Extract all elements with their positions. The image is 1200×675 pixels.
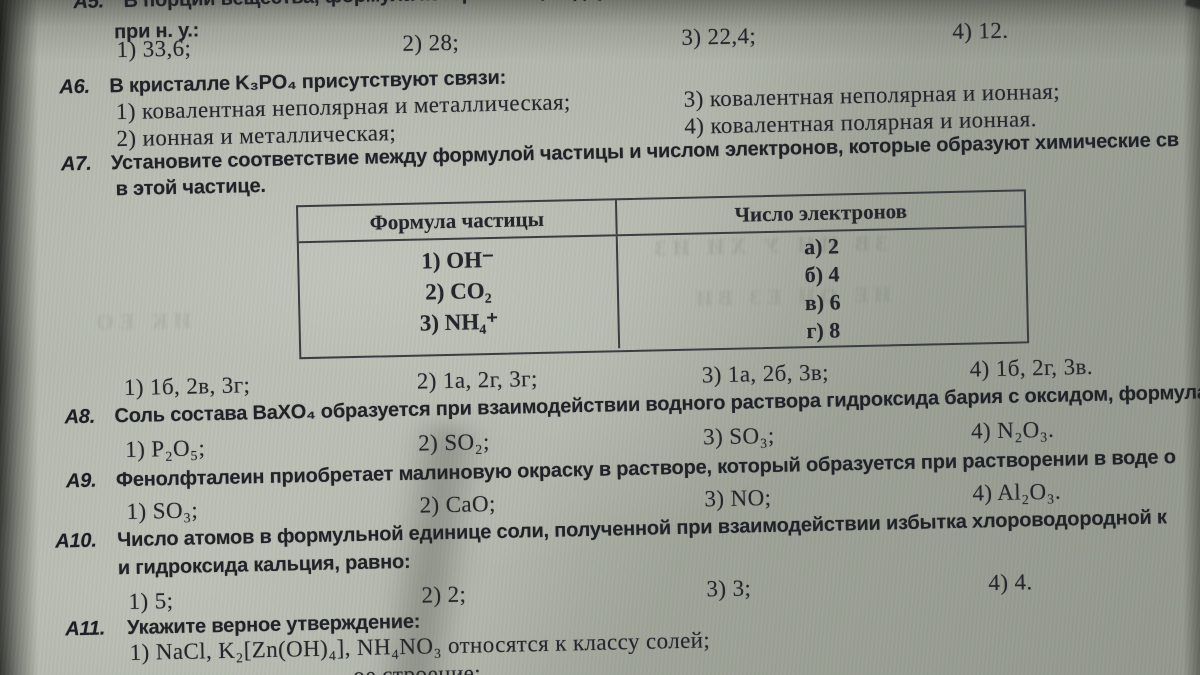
a5-option-1: 1) 33,6; xyxy=(116,35,192,63)
a5-option-3: 3) 22,4; xyxy=(681,23,757,50)
question-a10-stem-text: Число атомов в формульной единице соли, … xyxy=(117,506,1167,552)
a9-option-4: 4) Al₂O₃. xyxy=(972,478,1062,506)
question-a7-stem-line2: в этой частице. xyxy=(115,174,266,201)
table-formula-cell: 1) OH⁻ 2) CO₂ 3) NH₄⁺ xyxy=(298,236,621,356)
question-a9-label: А9. xyxy=(65,469,97,493)
table-body-row: 1) OH⁻ 2) CO₂ 3) NH₄⁺ а) 2 б) 4 в) 6 г) … xyxy=(298,227,1027,356)
a5-option-4: 4) 12. xyxy=(952,17,1009,44)
question-a5-label: А5. xyxy=(73,0,105,14)
question-a11-label: А11. xyxy=(64,617,106,641)
matching-table: Формула частицы Число электронов 1) OH⁻ … xyxy=(295,189,1030,360)
a7-option-1: 1) 1б, 2в, 3г; xyxy=(123,372,251,401)
question-a10-stem-line1: А10. Число атомов в формульной единице со… xyxy=(55,506,1167,553)
formula-row-3: 3) NH₄⁺ xyxy=(419,308,499,336)
a7-option-3: 3) 1а, 2б, 3в; xyxy=(701,359,830,388)
a9-option-1: 1) SO₃; xyxy=(126,497,199,525)
question-a6-label: А6. xyxy=(59,75,91,99)
question-a10-label: А10. xyxy=(55,529,97,553)
a10-option-1: 1) 5; xyxy=(128,588,174,615)
a8-option-1: 1) P₂O₅; xyxy=(125,435,206,463)
a8-option-3: 3) SO₃; xyxy=(702,422,775,450)
question-a5-stem-line1: А5. В порции вещества, формула которого С… xyxy=(73,0,764,14)
question-a8-label: А8. xyxy=(64,405,96,429)
table-electrons-cell: а) 2 б) 4 в) 6 г) 8 xyxy=(618,227,1027,348)
a9-option-3: 3) NO; xyxy=(704,484,772,512)
a10-option-4: 4) 4. xyxy=(988,569,1033,596)
question-a5-stem-text: В порции вещества, формула которого СО, … xyxy=(123,0,764,12)
table-header-formula: Формула частицы xyxy=(298,200,618,242)
question-a10-stem-line2: и гидроксида кальция, равно: xyxy=(117,550,411,580)
a8-option-4: 4) N₂O₃. xyxy=(970,416,1055,444)
a10-option-3: 3) 3; xyxy=(706,575,752,602)
a5-option-2: 2) 28; xyxy=(402,29,460,56)
question-a7-label: А7. xyxy=(60,152,92,176)
bleed-through-text: ИК ЕО xyxy=(90,307,192,335)
a7-option-2: 2) 1а, 2г, 3г; xyxy=(416,366,538,394)
a7-option-4: 4) 1б, 2г, 3в. xyxy=(969,353,1094,382)
